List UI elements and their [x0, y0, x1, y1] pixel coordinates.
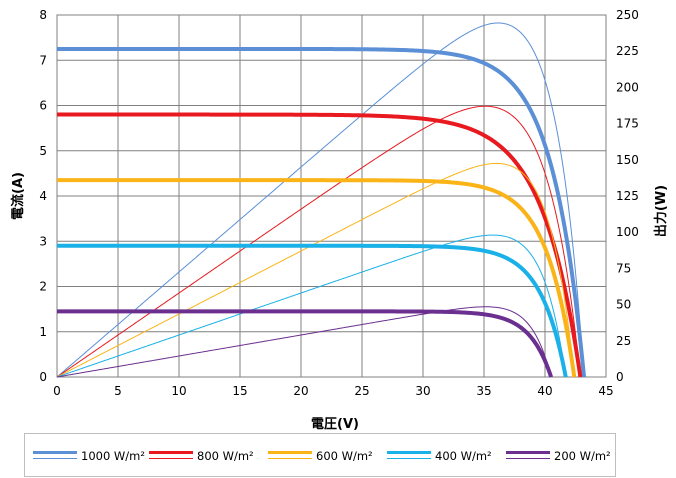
- x-tick-label: 5: [114, 384, 122, 398]
- y-tick-label: 5: [39, 144, 47, 158]
- y2-tick-label: 150: [616, 153, 639, 167]
- power-curve: [56, 234, 567, 378]
- x-tick-label: 35: [476, 384, 491, 398]
- y2-tick-label: 0: [616, 370, 624, 384]
- y-tick-label: 3: [39, 234, 47, 248]
- y2-tick-label: 225: [616, 44, 639, 58]
- y-tick-label: 4: [39, 189, 47, 203]
- current-curve: [56, 309, 553, 378]
- power-curve: [56, 306, 552, 378]
- legend-label: 800 W/m²: [197, 449, 254, 463]
- y2-tick-label: 200: [616, 80, 639, 94]
- legend-item-600: 600 W/m²: [268, 445, 373, 467]
- legend-item-800: 800 W/m²: [149, 445, 254, 467]
- legend-label: 600 W/m²: [316, 449, 373, 463]
- legend-item-1000: 1000 W/m²: [33, 445, 145, 467]
- iv-pv-chart: 0 5 10 15 20 25 30 35 40 450123456780255075100125…: [10, 8, 669, 430]
- legend-item-200: 200 W/m²: [506, 445, 611, 467]
- y-tick-label: 0: [39, 370, 47, 384]
- grid-lines: [56, 14, 607, 378]
- legend-label: 1000 W/m²: [81, 449, 145, 463]
- y2-axis-title: 出力(W): [653, 185, 669, 237]
- y2-tick-label: 75: [616, 261, 631, 275]
- legend-label: 200 W/m²: [554, 449, 611, 463]
- legend-item-400: 400 W/m²: [387, 445, 492, 467]
- y2-tick-label: 175: [616, 117, 639, 131]
- current-curve: [56, 178, 577, 378]
- legend-label: 400 W/m²: [435, 449, 492, 463]
- x-tick-label: 45: [598, 384, 613, 398]
- x-tick-label: 20: [293, 384, 308, 398]
- tick-labels: 0 5 10 15 20 25 30 35 40 450123456780255075100125…: [39, 8, 639, 398]
- y-tick-label: 1: [39, 325, 47, 339]
- y2-tick-label: 25: [616, 334, 631, 348]
- power-curve: [56, 162, 575, 378]
- y-tick-label: 8: [39, 8, 47, 22]
- y-tick-label: 7: [39, 53, 47, 67]
- x-tick-label: 15: [232, 384, 247, 398]
- x-tick-label: 40: [537, 384, 552, 398]
- current-curve: [56, 46, 587, 378]
- y-tick-label: 6: [39, 99, 47, 113]
- y2-tick-label: 100: [616, 225, 639, 239]
- y2-tick-label: 125: [616, 189, 639, 203]
- x-tick-label: 0: [53, 384, 61, 398]
- x-tick-label: 30: [415, 384, 430, 398]
- current-curve: [56, 112, 583, 378]
- legend: 1000 W/m² 800 W/m² 600 W/m² 400 W/m² 200…: [24, 433, 616, 477]
- x-tick-label: 10: [171, 384, 186, 398]
- x-axis-title: 電圧(V): [311, 417, 359, 430]
- y2-tick-label: 50: [616, 298, 631, 312]
- power-curve: [56, 105, 581, 378]
- y2-tick-label: 250: [616, 8, 639, 22]
- power-curve: [56, 22, 585, 378]
- x-tick-label: 25: [354, 384, 369, 398]
- y-tick-label: 2: [39, 280, 47, 294]
- plot-border: [56, 14, 607, 378]
- current-curve: [56, 243, 568, 378]
- y-axis-title: 電流(A): [10, 172, 26, 220]
- curves: [56, 22, 587, 378]
